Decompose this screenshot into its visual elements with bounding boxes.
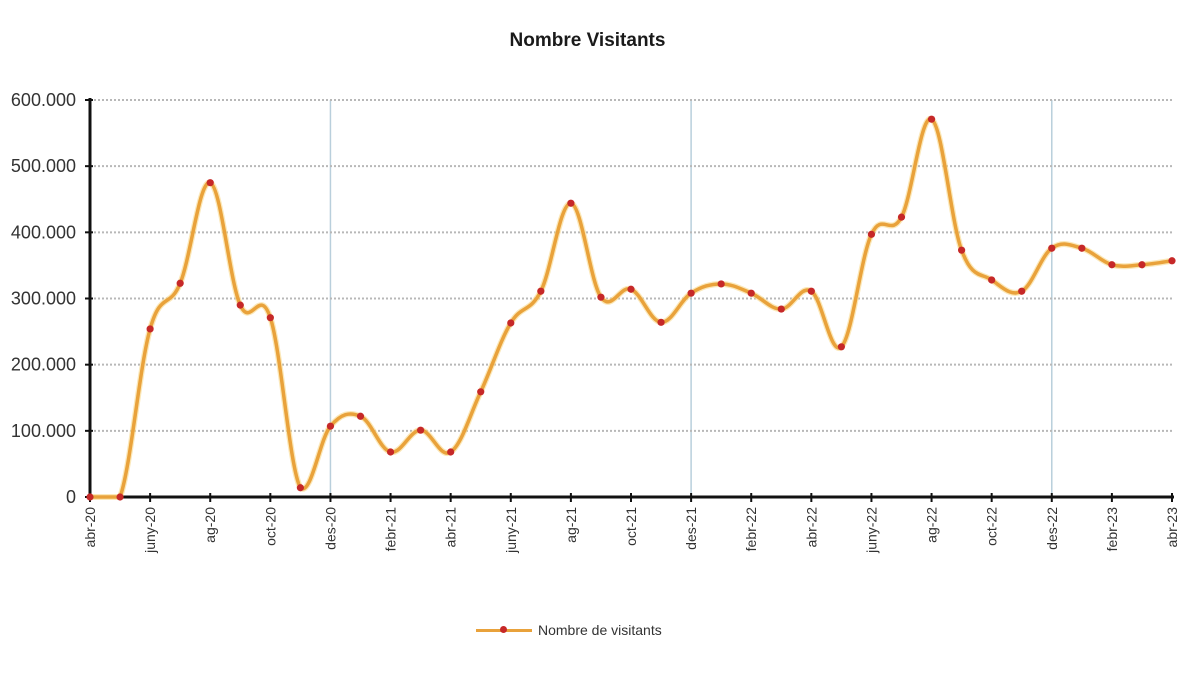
data-point-marker (146, 325, 154, 333)
x-tick-label: abr-21 (443, 507, 459, 548)
y-tick-label: 600.000 (11, 90, 76, 110)
data-point-marker (1048, 244, 1056, 252)
data-point-marker (988, 276, 996, 284)
x-tick-label: juny-20 (142, 507, 158, 554)
data-point-marker (296, 484, 304, 492)
data-point-marker (417, 426, 425, 434)
x-tick-label: abr-22 (803, 507, 819, 548)
axes (85, 98, 1174, 502)
data-point-marker (777, 305, 785, 313)
x-tick-label: ag-21 (563, 507, 579, 543)
data-point-marker (266, 314, 274, 322)
data-point-marker (326, 422, 335, 430)
data-point-marker (386, 448, 395, 456)
y-tick-label: 100.000 (11, 421, 76, 441)
data-point-marker (897, 213, 906, 221)
data-point-marker (627, 285, 635, 293)
data-point-marker (116, 493, 124, 501)
chart-title: Nombre Visitants (509, 30, 666, 51)
data-point-marker (1018, 287, 1026, 295)
x-tick-label: ag-20 (202, 507, 218, 543)
data-point-marker (477, 388, 485, 396)
x-axis-labels: abr-20 juny-20 ag-20 oct-20 des-20 febr-21 abr… (82, 507, 1180, 554)
data-point-marker (958, 246, 966, 254)
x-tick-label: febr-21 (383, 507, 399, 552)
x-tick-label: oct-22 (984, 507, 1000, 546)
data-point-marker (657, 318, 665, 326)
x-tick-label: oct-20 (262, 507, 278, 546)
data-point-marker (687, 289, 695, 297)
data-point-marker (567, 199, 575, 207)
data-point-marker (1078, 244, 1086, 252)
data-point-marker (176, 279, 184, 287)
y-tick-label: 500.000 (11, 156, 76, 176)
x-tick-label: oct-21 (623, 507, 639, 546)
x-tick-label: ag-22 (924, 507, 940, 543)
legend-label: Nombre de visitants (538, 622, 662, 638)
data-point-marker (236, 301, 244, 309)
data-point-marker (1168, 257, 1176, 265)
data-point-marker (837, 343, 845, 351)
data-point-marker (86, 493, 94, 501)
y-tick-label: 0 (66, 487, 76, 507)
data-point-marker (867, 230, 876, 238)
legend: Nombre de visitants (476, 622, 662, 638)
y-tick-label: 200.000 (11, 355, 76, 375)
data-point-marker (927, 115, 936, 123)
x-tick-label: des-20 (322, 507, 338, 550)
x-tick-label: febr-23 (1104, 507, 1120, 552)
data-point-marker (507, 319, 515, 327)
data-point-marker (807, 287, 815, 295)
y-tick-label: 300.000 (11, 289, 76, 309)
x-tick-label: juny-22 (863, 507, 879, 554)
x-tick-label: des-22 (1044, 507, 1060, 550)
data-point-marker (597, 293, 605, 301)
x-tick-label: des-21 (683, 507, 699, 550)
horizontal-gridlines (90, 99, 1172, 432)
x-tick-label: abr-20 (82, 507, 98, 548)
data-series (86, 115, 1176, 501)
y-axis-labels: 0 100.000 200.000 300.000 400.000 500.000 600.… (11, 90, 76, 507)
legend-line-marker-icon (476, 623, 532, 637)
data-point-marker (1138, 261, 1146, 269)
x-tick-label: abr-23 (1164, 507, 1180, 548)
y-tick-label: 400.000 (11, 222, 76, 242)
data-point-marker (537, 287, 545, 295)
data-point-marker (747, 289, 755, 297)
x-tick-label: febr-22 (743, 507, 759, 552)
data-point-marker (447, 448, 455, 456)
data-point-marker (1108, 261, 1116, 269)
x-tick-label: juny-21 (503, 507, 519, 554)
data-point-marker (717, 280, 725, 288)
data-point-marker (206, 179, 214, 187)
data-point-marker (356, 412, 365, 420)
